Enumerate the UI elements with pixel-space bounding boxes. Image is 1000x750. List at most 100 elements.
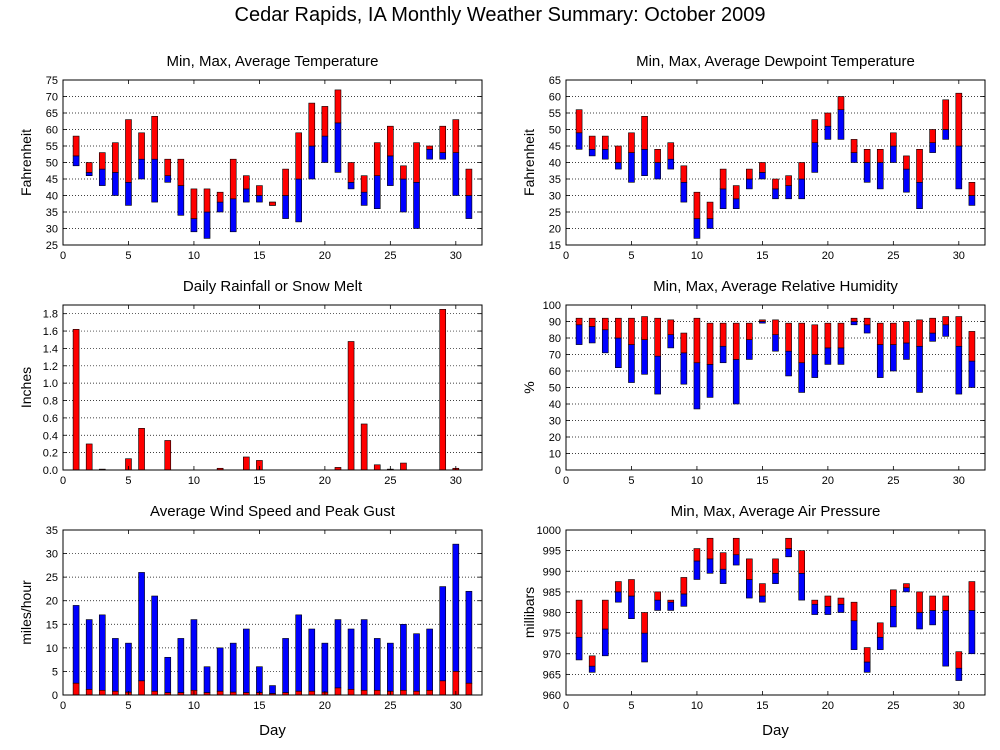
bar-min-to-avg — [811, 603, 819, 615]
bar-avg-to-max — [575, 599, 583, 638]
plot-frame — [62, 304, 483, 471]
y-tick-label: 5 — [52, 666, 58, 678]
x-tick-label: 0 — [60, 475, 66, 487]
y-tick-label: 60 — [46, 125, 58, 137]
bar-min-to-avg — [693, 218, 701, 239]
bar-min-to-avg — [588, 326, 596, 344]
bar-avg-to-max — [890, 132, 897, 147]
bar-avg-to-max — [654, 591, 661, 601]
bar-min-to-avg — [746, 178, 753, 190]
bar-min-to-avg — [850, 620, 858, 650]
y-tick-label: 15 — [549, 240, 561, 252]
bar-avg-to-max — [942, 99, 950, 130]
x-tick-label: 0 — [60, 250, 66, 262]
bar-average-wind — [360, 689, 368, 696]
bar-peak-gust — [203, 666, 211, 693]
bar-min-to-avg — [216, 201, 224, 213]
bar-min-to-avg — [746, 579, 753, 599]
bar-average-wind — [151, 690, 158, 696]
bar-min-to-avg — [203, 211, 211, 239]
bar-min-to-avg — [929, 332, 936, 342]
bar-avg-to-max — [615, 145, 622, 163]
y-tick-label: 45 — [549, 141, 561, 153]
bar-avg-to-max — [916, 319, 923, 347]
bar-min-to-avg — [667, 601, 675, 611]
x-tick-label: 5 — [125, 250, 131, 262]
x-tick-label: 5 — [628, 475, 634, 487]
bar-average-wind — [216, 690, 224, 696]
chart-pressure: Min, Max, Average Air Pressure 960 965 970 9… — [521, 503, 986, 739]
y-tick-label: 30 — [46, 549, 58, 561]
bar-rainfall — [373, 464, 381, 471]
bar-min-to-avg — [601, 628, 609, 657]
bar-avg-to-max — [654, 149, 661, 163]
bar-rainfall — [72, 329, 80, 471]
bar-min-to-avg — [628, 344, 635, 383]
bar-min-to-avg — [732, 198, 740, 210]
bar-avg-to-max — [400, 165, 407, 180]
x-tick-label: 30 — [450, 475, 462, 487]
bar-avg-to-max — [732, 185, 740, 200]
bar-avg-to-max — [628, 317, 635, 345]
y-tick-label: 15 — [46, 619, 58, 631]
x-tick-label: 10 — [188, 475, 200, 487]
y-tick-label: 65 — [549, 75, 561, 87]
bar-avg-to-max — [785, 175, 792, 186]
y-tick-label: 0 — [52, 690, 58, 702]
bar-min-to-avg — [164, 175, 172, 183]
y-axis-label: % — [521, 381, 537, 393]
bar-peak-gust — [360, 619, 368, 691]
bar-avg-to-max — [732, 537, 740, 556]
bar-avg-to-max — [903, 155, 910, 170]
y-tick-label: 25 — [46, 240, 58, 252]
bar-peak-gust — [125, 642, 132, 693]
y-tick-label: 960 — [543, 690, 561, 702]
x-tick-label: 0 — [563, 250, 569, 262]
bar-average-wind — [413, 690, 420, 696]
bar-avg-to-max — [929, 129, 936, 143]
bar-avg-to-max — [785, 322, 792, 352]
y-tick-label: 90 — [549, 317, 561, 329]
bar-min-to-avg — [615, 591, 622, 603]
bar-avg-to-max — [347, 162, 355, 183]
y-tick-label: 20 — [46, 596, 58, 608]
x-tick-label: 25 — [887, 700, 899, 712]
y-axis-label: Fahrenheit — [18, 129, 34, 196]
y-tick-label: 990 — [543, 566, 561, 578]
y-tick-label: 0.8 — [43, 396, 58, 408]
bar-min-to-avg — [347, 182, 355, 190]
bar-avg-to-max — [680, 332, 688, 354]
bar-rainfall — [400, 462, 407, 471]
bar-min-to-avg — [719, 568, 727, 584]
bar-avg-to-max — [615, 581, 622, 593]
y-tick-label: 10 — [46, 643, 58, 655]
bar-min-to-avg — [706, 218, 714, 229]
bar-min-to-avg — [112, 172, 119, 196]
x-tick-label: 5 — [628, 250, 634, 262]
bar-avg-to-max — [811, 324, 819, 355]
x-tick-label: 5 — [125, 475, 131, 487]
bar-avg-to-max — [863, 317, 871, 326]
bar-average-wind — [308, 690, 316, 696]
bar-avg-to-max — [667, 319, 675, 336]
y-tick-label: 980 — [543, 608, 561, 620]
y-tick-label: 30 — [46, 224, 58, 236]
bar-avg-to-max — [968, 581, 976, 611]
y-tick-label: 35 — [549, 174, 561, 186]
x-tick-label: 25 — [384, 250, 396, 262]
bar-avg-to-max — [850, 601, 858, 622]
y-tick-label: 30 — [549, 416, 561, 428]
y-tick-label: 50 — [549, 125, 561, 137]
bar-min-to-avg — [575, 324, 583, 345]
bar-avg-to-max — [256, 185, 263, 196]
bar-min-to-avg — [916, 345, 923, 393]
bar-avg-to-max — [693, 548, 701, 562]
x-tick-label: 25 — [384, 700, 396, 712]
bar-avg-to-max — [955, 92, 963, 147]
bar-min-to-avg — [452, 152, 460, 196]
bar-min-to-avg — [360, 191, 368, 206]
y-tick-label: 0.0 — [43, 465, 58, 477]
bar-avg-to-max — [641, 316, 648, 340]
bar-avg-to-max — [98, 152, 106, 170]
chart-title: Daily Rainfall or Snow Melt — [183, 278, 363, 295]
